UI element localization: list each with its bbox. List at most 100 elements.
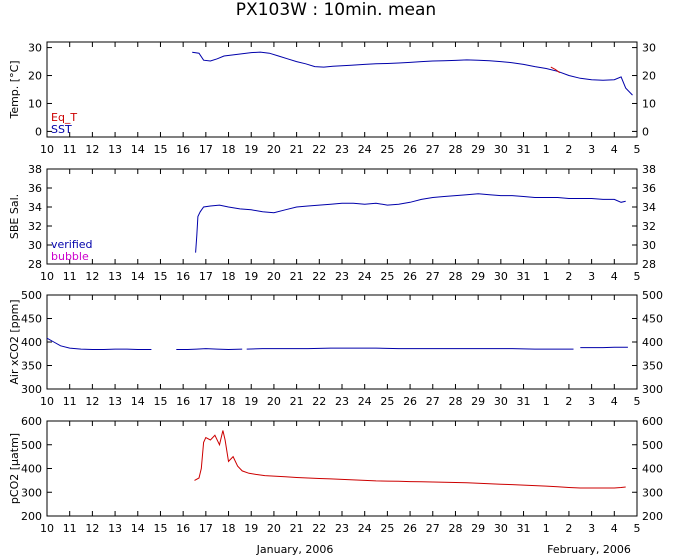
x-tick-label: 26 (403, 522, 417, 535)
y-tick-label-right: 34 (642, 201, 656, 214)
x-tick-label: 23 (335, 143, 349, 156)
x-tick-label: 25 (380, 522, 394, 535)
x-tick-label: 14 (131, 522, 145, 535)
x-tick-label: 27 (426, 270, 440, 283)
y-tick-label-left: 450 (21, 313, 42, 326)
y-tick-label-left: 600 (21, 415, 42, 428)
x-tick-label: 15 (153, 270, 167, 283)
panel-frame (46, 294, 638, 390)
x-tick-label: 18 (222, 143, 236, 156)
x-tick-label: 27 (426, 395, 440, 408)
y-tick-label-left: 300 (21, 486, 42, 499)
y-tick-label-left: 34 (28, 201, 42, 214)
panel-3: 10 11 12 13 14 15 16 17 18 19 20 21 22 23 24 25 26 27 28 29… (8, 289, 663, 408)
x-tick-label: 17 (199, 522, 213, 535)
x-tick-label: 17 (199, 395, 213, 408)
legend-entry: SST (51, 123, 72, 136)
x-tick-label: 3 (588, 395, 595, 408)
y-tick-label-right: 600 (642, 415, 663, 428)
x-tick-label: 4 (611, 395, 618, 408)
x-tick-label: 21 (290, 143, 304, 156)
x-tick-label: 5 (634, 395, 641, 408)
panel-frame (46, 420, 638, 517)
x-tick-label: 29 (471, 522, 485, 535)
x-tick-label: 31 (517, 395, 531, 408)
x-tick-label: 3 (588, 143, 595, 156)
x-tick-label: 29 (471, 143, 485, 156)
y-tick-label-left: 500 (21, 439, 42, 452)
x-tick-label: 14 (131, 270, 145, 283)
x-tick-label: 23 (335, 270, 349, 283)
y-axis-label: Air xCO2 [ppm] (8, 299, 21, 384)
y-tick-label-right: 30 (642, 239, 656, 252)
x-tick-label: 12 (85, 143, 99, 156)
x-tick-label: 28 (448, 395, 462, 408)
y-tick-label-right: 20 (642, 70, 656, 83)
x-tick-label: 11 (63, 522, 77, 535)
x-tick-label: 4 (611, 270, 618, 283)
month-label-january: January, 2006 (256, 543, 334, 556)
series-line (176, 348, 243, 351)
y-tick-label-right: 32 (642, 220, 656, 233)
x-tick-label: 11 (63, 395, 77, 408)
x-tick-label: 2 (565, 395, 572, 408)
x-tick-label: 30 (494, 270, 508, 283)
legend-entry: bubble (51, 250, 89, 263)
x-tick-label: 2 (565, 143, 572, 156)
x-tick-label: 22 (312, 270, 326, 283)
x-tick-label: 22 (312, 522, 326, 535)
y-tick-label-left: 350 (21, 360, 42, 373)
x-tick-label: 3 (588, 270, 595, 283)
x-tick-label: 17 (199, 270, 213, 283)
y-tick-label-right: 350 (642, 360, 663, 373)
y-tick-label-left: 400 (21, 336, 42, 349)
x-tick-label: 29 (471, 270, 485, 283)
x-tick-label: 10 (40, 395, 54, 408)
y-tick-label-left: 10 (28, 97, 42, 110)
x-tick-label: 18 (222, 522, 236, 535)
x-tick-label: 21 (290, 270, 304, 283)
x-tick-label: 20 (267, 395, 281, 408)
y-axis-label: Temp. [°C] (8, 60, 21, 119)
y-tick-label-left: 30 (28, 239, 42, 252)
x-tick-label: 2 (565, 522, 572, 535)
x-tick-label: 27 (426, 522, 440, 535)
x-tick-label: 12 (85, 395, 99, 408)
legend-entry: Eq_T (51, 111, 77, 124)
panel-1: 10 11 12 13 14 15 16 17 18 19 20 21 22 23 24 25 26 27 28 29… (8, 41, 656, 156)
y-axis-label: pCO2 [μatm] (8, 433, 21, 504)
x-tick-label: 17 (199, 143, 213, 156)
x-tick-label: 30 (494, 395, 508, 408)
x-tick-label: 1 (543, 143, 550, 156)
x-tick-label: 12 (85, 270, 99, 283)
x-tick-label: 22 (312, 395, 326, 408)
x-tick-label: 28 (448, 270, 462, 283)
y-tick-label-right: 30 (642, 42, 656, 55)
x-tick-label: 14 (131, 395, 145, 408)
x-tick-label: 21 (290, 522, 304, 535)
x-tick-label: 13 (108, 270, 122, 283)
y-tick-label-left: 36 (28, 182, 42, 195)
x-tick-label: 5 (634, 270, 641, 283)
series-line (195, 193, 626, 253)
x-tick-label: 16 (176, 395, 190, 408)
x-tick-label: 26 (403, 395, 417, 408)
panel-frame (46, 168, 638, 265)
y-tick-label-left: 30 (28, 42, 42, 55)
x-tick-label: 25 (380, 143, 394, 156)
x-tick-label: 19 (244, 143, 258, 156)
panel-2: 10 11 12 13 14 15 16 17 18 19 20 21 22 23 24 25 26 27 28 29… (8, 163, 656, 283)
x-tick-label: 28 (448, 143, 462, 156)
x-tick-label: 16 (176, 143, 190, 156)
y-tick-label-right: 28 (642, 258, 656, 271)
x-tick-label: 1 (543, 270, 550, 283)
x-tick-label: 23 (335, 522, 349, 535)
y-tick-label-right: 200 (642, 510, 663, 523)
x-tick-label: 1 (543, 395, 550, 408)
y-tick-label-right: 300 (642, 486, 663, 499)
y-tick-label-left: 20 (28, 70, 42, 83)
x-tick-label: 19 (244, 270, 258, 283)
x-tick-label: 20 (267, 522, 281, 535)
x-tick-label: 1 (543, 522, 550, 535)
